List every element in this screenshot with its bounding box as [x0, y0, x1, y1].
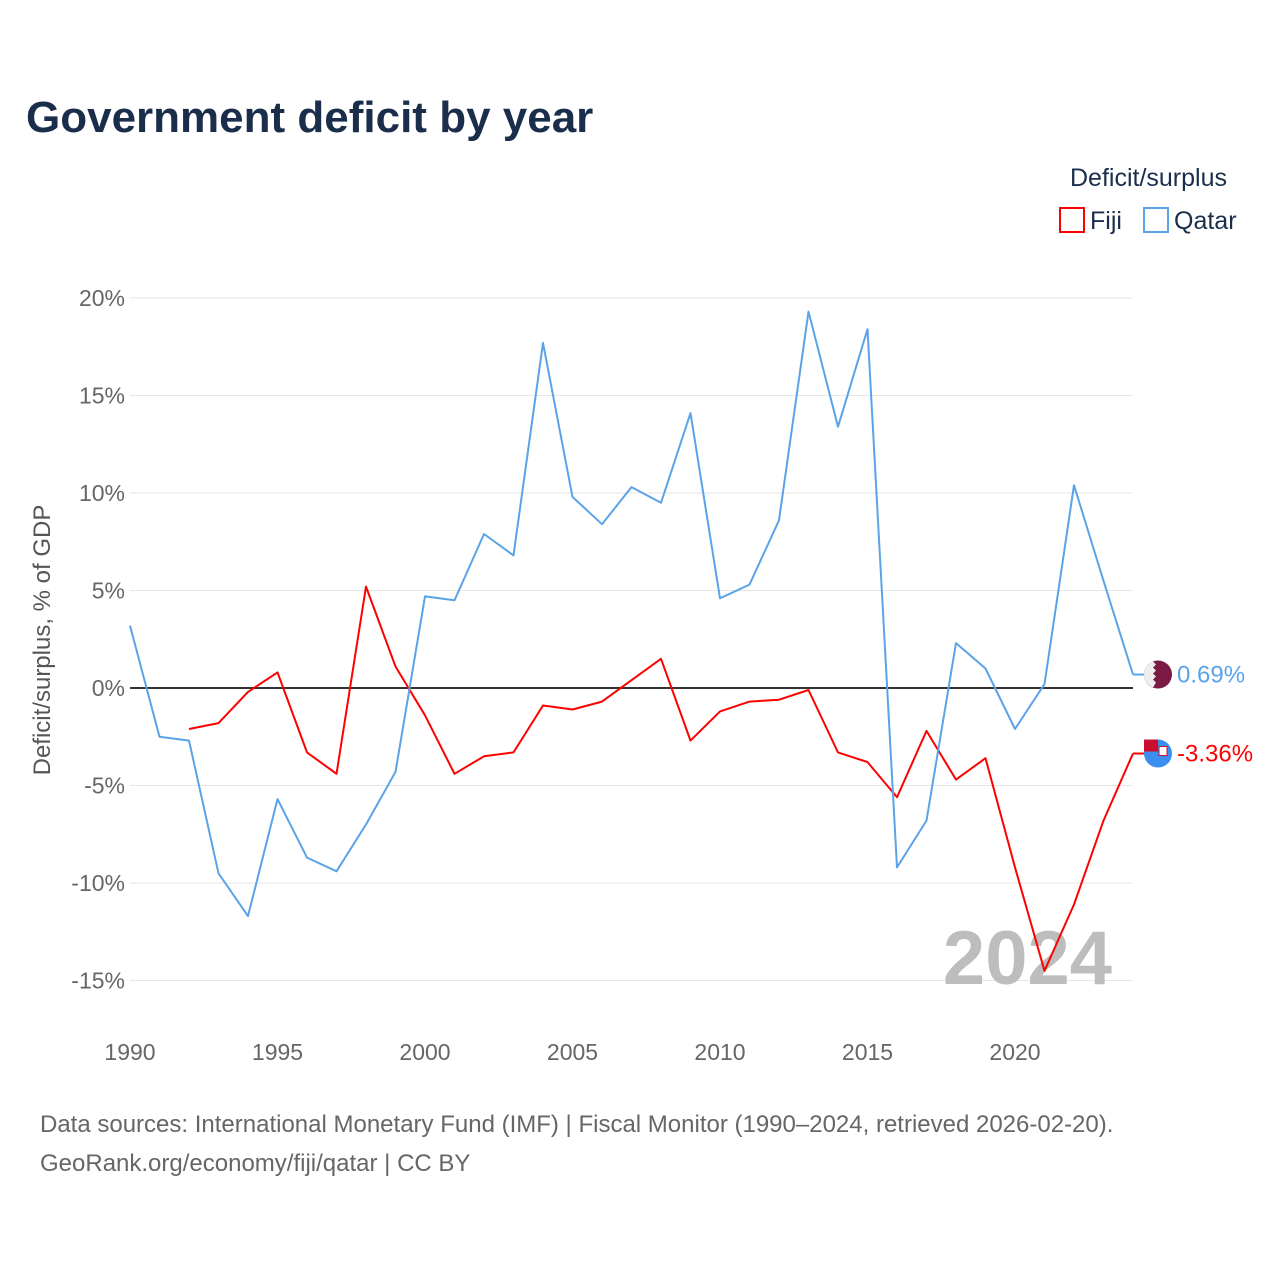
series: -3.36% 0.69%	[129, 310, 1253, 972]
qatar-flag-serration	[1144, 661, 1156, 688]
y-tick-label: -15%	[71, 968, 125, 994]
x-tick-label: 2005	[547, 1039, 598, 1065]
x-tick-label: 2015	[842, 1039, 893, 1065]
y-tick-label: -5%	[84, 773, 125, 799]
x-tick-label: 2010	[694, 1039, 745, 1065]
y-tick-label: 20%	[79, 285, 125, 311]
x-tick-label: 2020	[989, 1039, 1040, 1065]
x-tick-label: 1995	[252, 1039, 303, 1065]
y-tick-label: 5%	[92, 578, 125, 604]
chart-title: Government deficit by year	[26, 93, 593, 142]
y-axis-label: Deficit/surplus, % of GDP	[29, 505, 56, 776]
fiji-flag-union-jack	[1144, 739, 1158, 752]
x-axis: 1990 1995 2000 2005 2010 2015 2020	[104, 1039, 1040, 1065]
end-label-qatar: 0.69%	[1177, 662, 1245, 689]
legend-title: Deficit/surplus	[1070, 164, 1227, 192]
y-tick-label: 15%	[79, 383, 125, 409]
y-tick-label: 10%	[79, 480, 125, 506]
footer-credit[interactable]: GeoRank.org/economy/fiji/qatar | CC BY	[40, 1150, 470, 1177]
y-axis: 20% 15% 10% 5% 0% -5% -10% -15%	[71, 285, 125, 994]
footer-source: Data sources: International Monetary Fun…	[40, 1111, 1113, 1138]
x-tick-label: 1990	[104, 1039, 155, 1065]
y-tick-label: 0%	[92, 675, 125, 701]
x-tick-label: 2000	[399, 1039, 450, 1065]
legend-label-qatar: Qatar	[1174, 207, 1237, 235]
legend-swatch-fiji	[1059, 207, 1085, 233]
legend-swatch-qatar	[1143, 207, 1169, 233]
year-watermark: 2024	[943, 916, 1112, 1001]
end-label-fiji: -3.36%	[1177, 741, 1253, 768]
legend-item-fiji[interactable]: Fiji	[1059, 207, 1122, 235]
legend-item-qatar[interactable]: Qatar	[1143, 207, 1237, 235]
legend-label-fiji: Fiji	[1090, 207, 1122, 235]
series-line-qatar	[129, 310, 1134, 918]
grid	[130, 297, 1133, 981]
y-tick-label: -10%	[71, 870, 125, 896]
fiji-flag-shield	[1158, 746, 1168, 757]
series-line-fiji	[188, 585, 1134, 972]
